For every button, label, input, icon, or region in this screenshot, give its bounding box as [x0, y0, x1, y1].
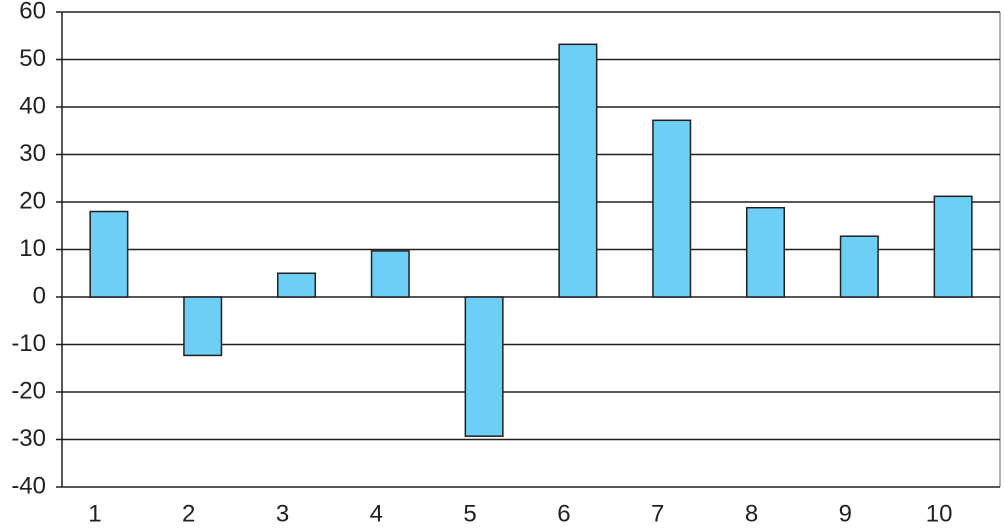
y-tick-label: 40	[19, 92, 46, 119]
bar	[370, 250, 410, 298]
x-tick-label: 10	[926, 500, 953, 527]
x-tick-label: 2	[182, 500, 195, 527]
bar	[183, 296, 223, 357]
y-tick-label: 50	[19, 45, 46, 72]
x-tick-label: 7	[651, 500, 664, 527]
x-tick-label: 9	[839, 500, 852, 527]
y-tick-label: -20	[11, 377, 46, 404]
bar	[839, 235, 879, 298]
y-tick-label: -40	[11, 472, 46, 499]
bar	[652, 119, 692, 298]
bar	[89, 210, 129, 298]
bar	[276, 272, 317, 298]
y-tick-label: -30	[11, 425, 46, 452]
y-tick-label: 0	[33, 282, 46, 309]
y-tick-label: 10	[19, 235, 46, 262]
y-tick-label: 20	[19, 187, 46, 214]
bar	[933, 195, 973, 298]
bar	[745, 206, 786, 298]
x-tick-label: 6	[557, 500, 570, 527]
bar	[558, 43, 598, 298]
x-tick-label: 1	[88, 500, 101, 527]
y-tick-label: -10	[11, 330, 46, 357]
x-tick-label: 4	[370, 500, 383, 527]
x-tick-label: 8	[745, 500, 758, 527]
y-tick-label: 60	[19, 0, 46, 24]
x-tick-label: 5	[463, 500, 476, 527]
y-tick-label: 30	[19, 140, 46, 167]
bar	[464, 296, 504, 437]
x-tick-label: 3	[276, 500, 289, 527]
